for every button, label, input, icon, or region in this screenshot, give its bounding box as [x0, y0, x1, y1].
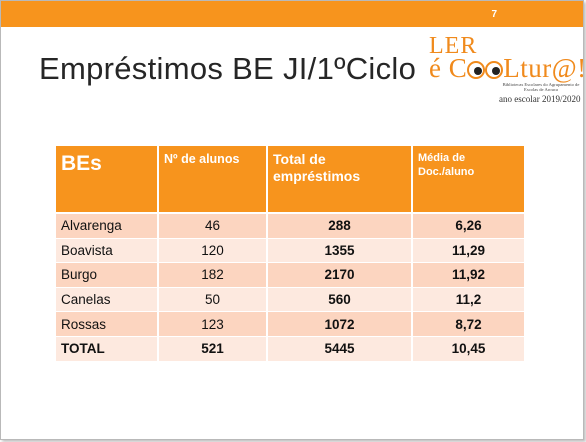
total-emprestimos: 5445	[267, 336, 413, 362]
cell-alunos: 120	[158, 238, 268, 264]
cell-be: Rossas	[56, 311, 159, 337]
logo-subtitle: Bibliotecas Escolares do Agrupamento de …	[502, 82, 580, 93]
header-num-alunos: Nº de alunos	[158, 146, 268, 214]
logo-ler-text: LER	[429, 33, 478, 59]
table-row: Canelas 50 560 11,2	[56, 287, 524, 313]
cell-media: 11,92	[412, 262, 524, 288]
logo-text-left: é C	[429, 53, 468, 83]
cell-media: 8,72	[412, 311, 524, 337]
cell-be: Boavista	[56, 238, 159, 264]
table-row: Alvarenga 46 288 6,26	[56, 213, 524, 239]
header-media: Média de Doc./aluno	[412, 146, 524, 214]
cell-total: 560	[267, 287, 413, 313]
cell-alunos: 182	[158, 262, 268, 288]
header-bes: BEs	[56, 146, 159, 214]
cell-alunos: 46	[158, 213, 268, 239]
table-row: Burgo 182 2170 11,92	[56, 262, 524, 288]
top-bar: 7	[1, 1, 583, 27]
slide-title: Empréstimos BE JI/1ºCiclo	[39, 51, 417, 86]
ler-e-cooltura-logo: LER é C Ltur@! Bibliotecas Escolares do A…	[425, 27, 583, 109]
total-alunos: 521	[158, 336, 268, 362]
table-row: Boavista 120 1355 11,29	[56, 238, 524, 264]
logo-text-right: Ltur@!	[503, 53, 584, 83]
slide-number: 7	[491, 9, 497, 20]
total-label: TOTAL	[56, 336, 159, 362]
total-media: 10,45	[412, 336, 524, 362]
header-total-emprestimos: Total de empréstimos	[267, 146, 413, 214]
loans-table: BEs Nº de alunos Total de empréstimos Mé…	[56, 146, 524, 362]
cell-total: 2170	[267, 262, 413, 288]
cell-alunos: 50	[158, 287, 268, 313]
cell-media: 6,26	[412, 213, 524, 239]
logo-main-text: é C Ltur@!	[429, 53, 584, 84]
table-total-row: TOTAL 521 5445 10,45	[56, 336, 524, 362]
cell-total: 1355	[267, 238, 413, 264]
eyes-icon	[467, 61, 504, 79]
cell-be: Burgo	[56, 262, 159, 288]
cell-be: Alvarenga	[56, 213, 159, 239]
logo-school-year: ano escolar 2019/2020	[499, 94, 581, 104]
cell-total: 1072	[267, 311, 413, 337]
cell-media: 11,2	[412, 287, 524, 313]
table-row: Rossas 123 1072 8,72	[56, 311, 524, 337]
cell-total: 288	[267, 213, 413, 239]
cell-be: Canelas	[56, 287, 159, 313]
cell-media: 11,29	[412, 238, 524, 264]
cell-alunos: 123	[158, 311, 268, 337]
table-header-row: BEs Nº de alunos Total de empréstimos Mé…	[56, 146, 524, 214]
